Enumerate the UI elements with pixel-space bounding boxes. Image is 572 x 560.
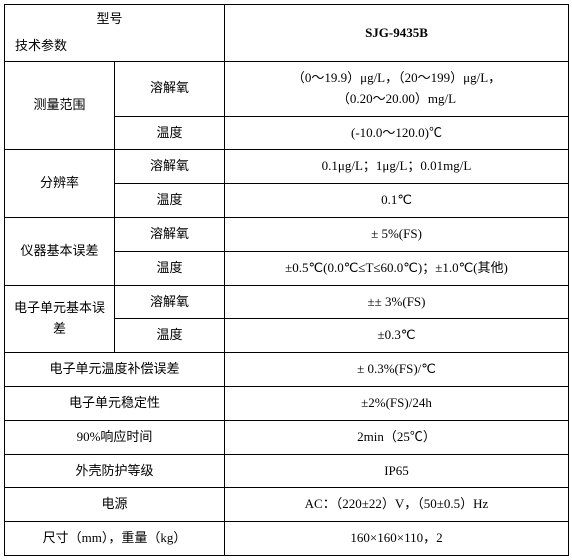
stability-row: 电子单元稳定性 ±2%(FS)/24h: [5, 386, 569, 420]
temp-comp-label: 电子单元温度补偿误差: [5, 353, 225, 387]
temp-comp-val: ± 0.3%(FS)/℃: [225, 353, 569, 387]
meas-range-sub1: 溶解氧: [115, 62, 225, 117]
resolution-label: 分辨率: [5, 150, 115, 218]
temp-comp-row: 电子单元温度补偿误差 ± 0.3%(FS)/℃: [5, 353, 569, 387]
elec-err-label: 电子单元基本误差: [5, 285, 115, 353]
header-top-left: 型号: [5, 9, 214, 30]
protection-label: 外壳防护等级: [5, 454, 225, 488]
power-label: 电源: [5, 488, 225, 522]
response-label: 90%响应时间: [5, 420, 225, 454]
meas-range-row1: 测量范围 溶解氧 （0～19.9）μg/L，（20～199）μg/L， （0.2…: [5, 62, 569, 117]
basic-err-sub1: 溶解氧: [115, 217, 225, 251]
size-label: 尺寸（mm），重量（kg）: [5, 522, 225, 556]
power-row: 电源 AC：（220±22）V，（50±0.5）Hz: [5, 488, 569, 522]
header-model: SJG-9435B: [225, 5, 569, 62]
size-row: 尺寸（mm），重量（kg） 160×160×110，2: [5, 522, 569, 556]
basic-err-label: 仪器基本误差: [5, 217, 115, 285]
basic-err-row1: 仪器基本误差 溶解氧 ± 5%(FS): [5, 217, 569, 251]
protection-row: 外壳防护等级 IP65: [5, 454, 569, 488]
stability-label: 电子单元稳定性: [5, 386, 225, 420]
resolution-sub1: 溶解氧: [115, 150, 225, 184]
elec-err-sub1: 溶解氧: [115, 285, 225, 319]
basic-err-val2: ±0.5℃(0.0℃≤T≤60.0℃)；±1.0℃(其他): [225, 251, 569, 285]
elec-err-row1: 电子单元基本误差 溶解氧 ±± 3%(FS): [5, 285, 569, 319]
meas-range-label: 测量范围: [5, 62, 115, 150]
header-left-cell: 型号 技术参数: [5, 5, 225, 62]
meas-range-val1: （0～19.9）μg/L，（20～199）μg/L， （0.20～20.00）m…: [225, 62, 569, 117]
power-val: AC：（220±22）V，（50±0.5）Hz: [225, 488, 569, 522]
resolution-val1: 0.1μg/L；1μg/L；0.01mg/L: [225, 150, 569, 184]
elec-err-val2: ±0.3℃: [225, 319, 569, 353]
header-row: 型号 技术参数 SJG-9435B: [5, 5, 569, 62]
basic-err-val1: ± 5%(FS): [225, 217, 569, 251]
response-val: 2min（25℃）: [225, 420, 569, 454]
protection-val: IP65: [225, 454, 569, 488]
meas-range-val2: (-10.0～120.0)℃: [225, 116, 569, 150]
header-bottom-left: 技术参数: [15, 36, 67, 57]
elec-err-val1: ±± 3%(FS): [225, 285, 569, 319]
basic-err-sub2: 温度: [115, 251, 225, 285]
elec-err-sub2: 温度: [115, 319, 225, 353]
spec-table: 型号 技术参数 SJG-9435B 测量范围 溶解氧 （0～19.9）μg/L，…: [4, 4, 569, 556]
meas-range-sub2: 温度: [115, 116, 225, 150]
resolution-val2: 0.1℃: [225, 184, 569, 218]
response-row: 90%响应时间 2min（25℃）: [5, 420, 569, 454]
size-val: 160×160×110，2: [225, 522, 569, 556]
resolution-sub2: 温度: [115, 184, 225, 218]
resolution-row1: 分辨率 溶解氧 0.1μg/L；1μg/L；0.01mg/L: [5, 150, 569, 184]
stability-val: ±2%(FS)/24h: [225, 386, 569, 420]
